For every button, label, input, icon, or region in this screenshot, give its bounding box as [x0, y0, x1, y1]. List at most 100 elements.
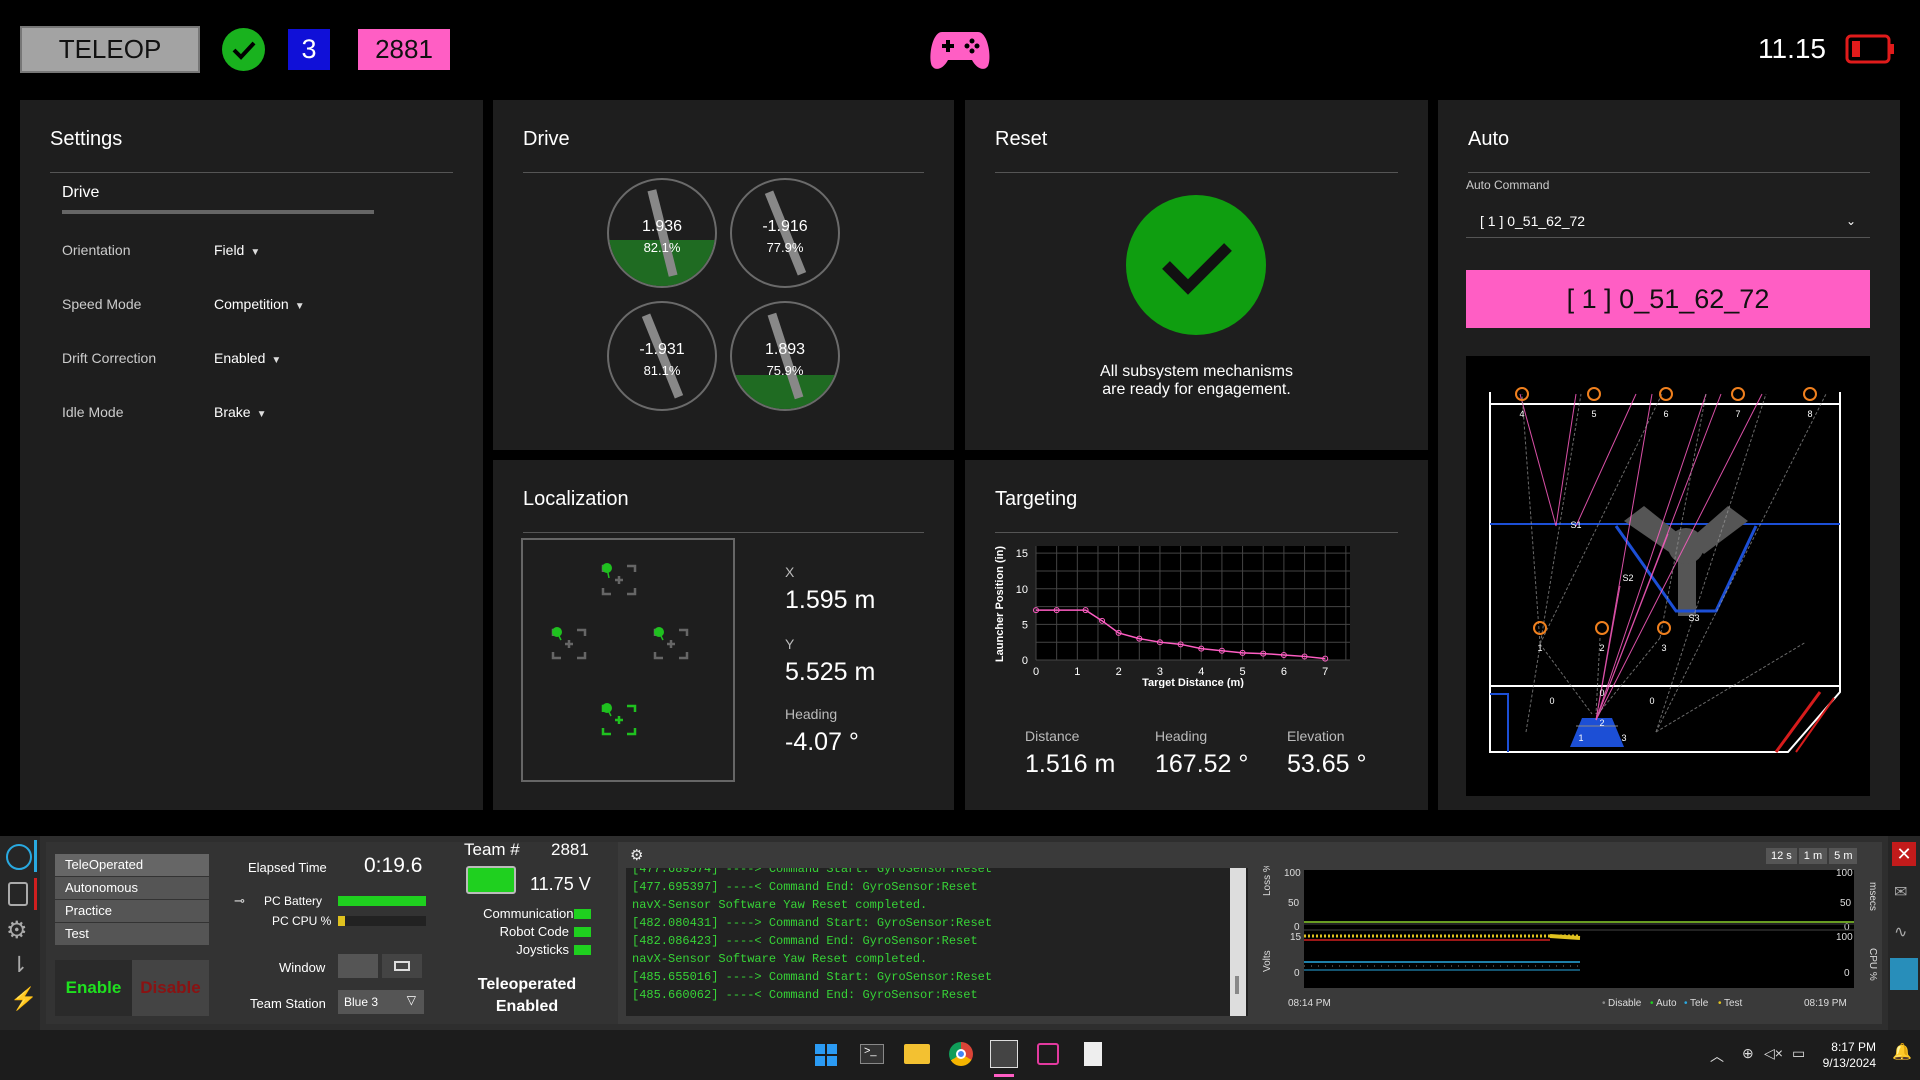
- loss-axis-label: Loss %: [1262, 866, 1273, 896]
- chevron-down-icon: ▼: [271, 355, 282, 366]
- battery-icon[interactable]: ▭: [1792, 1045, 1806, 1061]
- graph-tick: 0: [1844, 922, 1850, 933]
- distance-value: 1.516 m: [1025, 750, 1116, 778]
- heading-value: 167.52 °: [1155, 750, 1249, 778]
- drift-correction-select[interactable]: Enabled ▼: [214, 350, 282, 366]
- graph-time-start: 08:14 PM: [1288, 998, 1331, 1009]
- field-label: S1: [1570, 520, 1581, 530]
- chevron-down-icon: ▽: [406, 993, 416, 1007]
- battery-voltage: 11.15: [1758, 33, 1826, 64]
- mode-practice[interactable]: Practice: [55, 900, 209, 922]
- x-tick-label: 6: [1281, 666, 1287, 678]
- idle-mode-select[interactable]: Brake ▼: [214, 404, 267, 420]
- chart-tab-icon[interactable]: ∿: [1894, 924, 1908, 941]
- pc-cpu-label: PC CPU %: [272, 914, 332, 928]
- orientation-select[interactable]: Field ▼: [214, 242, 261, 258]
- taskbar: >_ ︿ ⊕ ◁× ▭ 8:17 PM 9/13/2024 🔔: [0, 1030, 1920, 1080]
- speed-mode-select[interactable]: Competition ▼: [214, 296, 305, 312]
- legend-auto: Auto: [1656, 998, 1677, 1009]
- swerve-module-fl: 1.936 82.1%: [607, 178, 717, 288]
- close-icon[interactable]: ✕: [1892, 842, 1916, 866]
- usb-icon[interactable]: ⇂: [10, 952, 29, 977]
- reset-ready-icon[interactable]: [1126, 195, 1266, 335]
- data-point: [1082, 607, 1089, 614]
- x-tick-label: 2: [1116, 666, 1122, 678]
- field-label: 4: [1519, 409, 1524, 419]
- tab-underline: [62, 210, 374, 214]
- field-label: 3: [1621, 733, 1626, 743]
- team-station-select[interactable]: Blue 3 ▽: [338, 990, 424, 1014]
- range-1m-button[interactable]: 1 m: [1798, 848, 1828, 864]
- drive-panel: Drive 1.936 82.1% -1.916 77.9% -1.931 81.1%…: [493, 100, 954, 450]
- status-ok-icon: [222, 28, 265, 71]
- folder-icon[interactable]: [904, 1044, 930, 1064]
- notification-icon[interactable]: 🔔: [1892, 1044, 1912, 1061]
- volts-axis-label: Volts: [1262, 950, 1273, 972]
- mode-autonomous[interactable]: Autonomous: [55, 877, 209, 899]
- message-log[interactable]: [477.689574] ----> Command Start: GyroSe…: [626, 868, 1248, 1016]
- auto-field-map: 4 5 6 7 8 1 2 3 S1 S2 S3 0 0 0 2 1 3: [1466, 356, 1870, 796]
- swerve-module-bl: -1.931 81.1%: [607, 301, 717, 411]
- field-label: 3: [1661, 643, 1666, 653]
- driver-station-bar: ⚙ ⇂ ⚡ TeleOperated Autonomous Practice T…: [0, 836, 1920, 1030]
- log-line: [485.660062] ----< Command End: GyroSens…: [632, 988, 978, 1002]
- data-point: [1239, 649, 1246, 656]
- joysticks-indicator: [574, 945, 591, 955]
- chevron-down-icon: ▼: [294, 301, 305, 312]
- reset-panel: Reset All subsystem mechanisms are ready…: [965, 100, 1428, 450]
- window-float-button[interactable]: [382, 954, 422, 978]
- field-label: 1: [1578, 733, 1583, 743]
- enable-button[interactable]: Enable: [55, 960, 132, 1016]
- clock-date[interactable]: 9/13/2024: [1822, 1056, 1876, 1070]
- communications-indicator: [574, 909, 591, 919]
- both-tab-icon[interactable]: [1890, 958, 1918, 990]
- tray-chevron-icon[interactable]: ︿: [1710, 1048, 1724, 1064]
- y-tick-label: 0: [1022, 655, 1028, 667]
- window-docked-button[interactable]: [338, 954, 378, 978]
- swerve-module-fr: -1.916 77.9%: [730, 178, 840, 288]
- data-point: [1136, 635, 1143, 642]
- notepad-icon[interactable]: [1084, 1042, 1102, 1066]
- auto-panel: Auto Auto Command [ 1 ] 0_51_62_72 ⌄ [ 1 …: [1438, 100, 1900, 810]
- log-scrollbar[interactable]: [1230, 868, 1246, 1016]
- terminal-icon[interactable]: >_: [860, 1044, 884, 1064]
- range-12s-button[interactable]: 12 s: [1766, 848, 1797, 864]
- y-tick-label: 15: [1016, 548, 1028, 560]
- tab-drive[interactable]: Drive: [62, 184, 100, 201]
- volume-muted-icon[interactable]: ◁×: [1764, 1045, 1783, 1061]
- field-label: 1: [1537, 643, 1542, 653]
- field-label: 0: [1599, 688, 1604, 698]
- operation-tab-icon[interactable]: [6, 844, 32, 870]
- robot-code-indicator: [574, 927, 591, 937]
- ds-messages-graph: ⚙ [477.689574] ----> Command Start: Gyro…: [618, 842, 1882, 1024]
- graph-tick: 0: [1294, 968, 1300, 979]
- heading-label: Heading: [1155, 728, 1208, 744]
- legend-tele: Tele: [1690, 998, 1709, 1009]
- chrome-icon[interactable]: [949, 1042, 973, 1066]
- mode-test[interactable]: Test: [55, 923, 209, 945]
- field-label: 0: [1649, 696, 1654, 706]
- clock-time[interactable]: 8:17 PM: [1831, 1040, 1876, 1054]
- auto-command-select[interactable]: [ 1 ] 0_51_62_72 ⌄: [1466, 204, 1870, 238]
- range-5m-button[interactable]: 5 m: [1829, 848, 1858, 864]
- network-icon[interactable]: ⊕: [1742, 1045, 1754, 1061]
- diagnostics-tab-icon[interactable]: [8, 882, 28, 906]
- gear-icon[interactable]: ⚙: [6, 917, 28, 944]
- dashboard-app-icon[interactable]: [1037, 1043, 1059, 1065]
- y-label: Y: [785, 636, 795, 652]
- orientation-label: Orientation: [62, 242, 131, 258]
- mode-teleoperated[interactable]: TeleOperated: [55, 854, 209, 876]
- chevron-down-icon: ▼: [250, 247, 261, 258]
- messages-tab-icon[interactable]: ✉: [1894, 884, 1908, 901]
- gear-icon[interactable]: ⚙: [630, 847, 644, 864]
- data-point: [1033, 607, 1039, 614]
- power-icon[interactable]: ⚡: [10, 986, 38, 1011]
- disable-button[interactable]: Disable: [132, 960, 209, 1016]
- driver-station-app-icon[interactable]: [990, 1040, 1018, 1068]
- x-tick-label: 3: [1157, 666, 1163, 678]
- settings-panel: Settings Drive Orientation Field ▼ Speed …: [20, 100, 483, 810]
- graph-tick: 0: [1844, 968, 1850, 979]
- windows-start-icon[interactable]: [815, 1044, 837, 1066]
- idle-mode-label: Idle Mode: [62, 404, 124, 420]
